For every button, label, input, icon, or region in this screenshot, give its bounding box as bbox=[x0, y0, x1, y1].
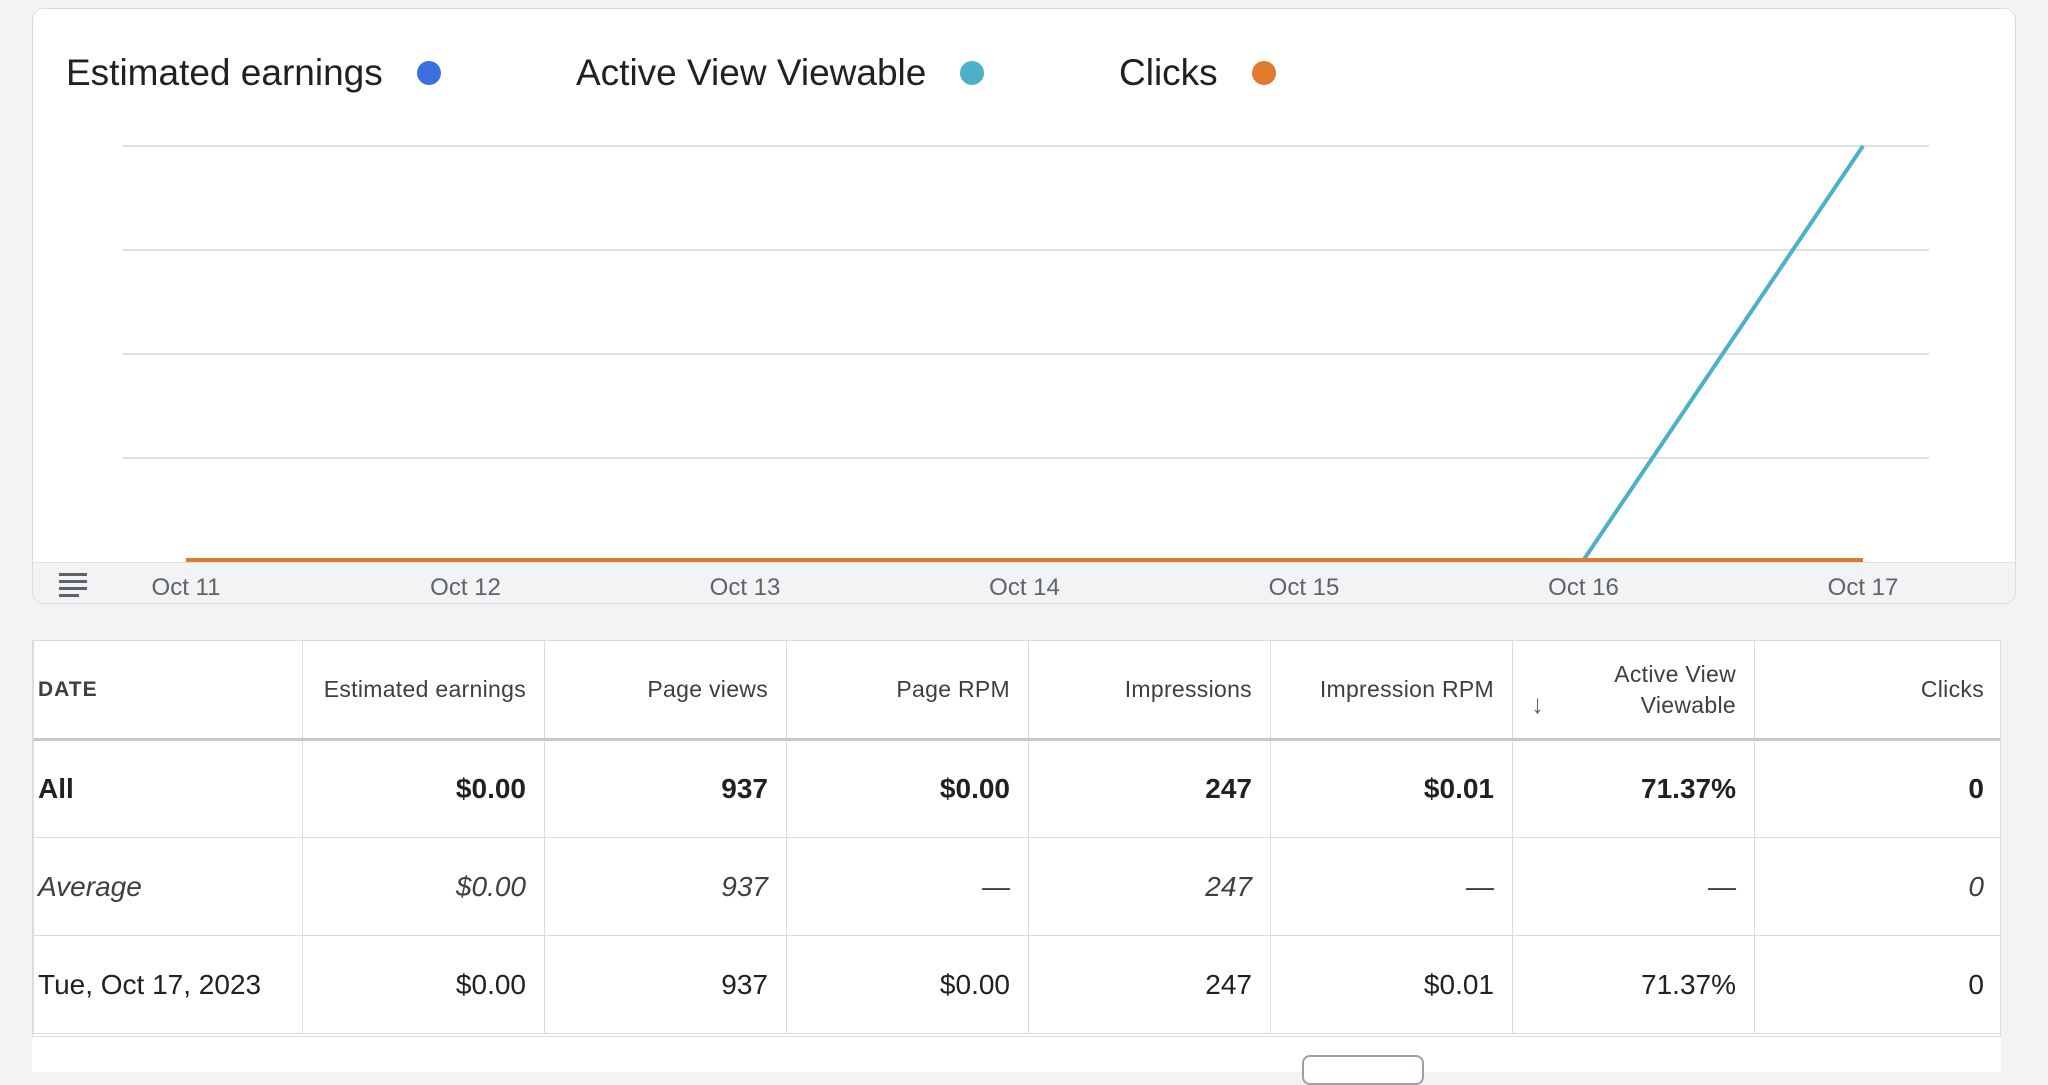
column-header-impression-rpm[interactable]: Impression RPM bbox=[1270, 640, 1513, 741]
column-header-estimated-earnings[interactable]: Estimated earnings bbox=[302, 640, 545, 741]
column-header-label: Clicks bbox=[1920, 676, 1984, 702]
table-row[interactable]: Average $0.00 937—247— —0 bbox=[33, 837, 2000, 936]
table-cell: 247 bbox=[1028, 935, 1271, 1034]
legend-item-active-view-viewable[interactable]: Active View Viewable bbox=[576, 47, 985, 99]
x-tick-label: Oct 14 bbox=[989, 574, 1060, 601]
table-row[interactable]: Tue, Oct 17, 2023 $0.00 937 $0.00 247 $0.01 71… bbox=[33, 935, 2000, 1034]
table-body: All $0.00 937 $0.00 247 $0.01 71.37% 0 Average $0… bbox=[33, 739, 2000, 1034]
pagination-button[interactable] bbox=[1302, 1055, 1424, 1085]
table-cell: 937 bbox=[544, 935, 787, 1034]
column-header-label: Page RPM bbox=[896, 676, 1010, 702]
legend-label: Estimated earnings bbox=[66, 52, 383, 93]
table-row[interactable]: All $0.00 937 $0.00 247 $0.01 71.37% 0 bbox=[33, 739, 2000, 838]
x-tick-label: Oct 12 bbox=[430, 574, 501, 601]
series-line-active-view-viewable bbox=[1581, 144, 1865, 562]
table-header-row: DATE Estimated earnings Page views Page … bbox=[33, 640, 2000, 741]
x-axis-strip bbox=[33, 562, 2015, 603]
table-cell: $0.00 bbox=[786, 739, 1029, 838]
pagination-strip bbox=[32, 1036, 2001, 1072]
row-label-cell: Tue, Oct 17, 2023 bbox=[33, 935, 303, 1034]
table-cell: 0 bbox=[1754, 935, 2000, 1034]
table-cell: $0.00 bbox=[302, 837, 545, 936]
table-cell: $0.00 bbox=[302, 739, 545, 838]
report-table: DATE Estimated earnings Page views Page … bbox=[33, 640, 2000, 1034]
table-cell: — bbox=[1512, 837, 1755, 936]
table-cell: 71.37% bbox=[1512, 739, 1755, 838]
arrow-down-icon[interactable]: ↓ bbox=[1531, 688, 1545, 719]
table-cell: 247 bbox=[1028, 837, 1271, 936]
column-header-clicks[interactable]: Clicks bbox=[1754, 640, 2000, 741]
legend-dot-icon bbox=[960, 61, 985, 85]
column-header-page-views[interactable]: Page views bbox=[544, 640, 787, 741]
table-cell: 0 bbox=[1754, 837, 2000, 936]
x-tick-label: Oct 17 bbox=[1827, 574, 1899, 601]
table-cell: $0.00 bbox=[302, 935, 545, 1034]
column-header-label: Impression RPM bbox=[1319, 676, 1494, 702]
table-cell: — bbox=[1270, 837, 1513, 936]
column-header-label: Page views bbox=[647, 676, 768, 702]
table-cell: 71.37% bbox=[1512, 935, 1755, 1034]
x-tick-label: Oct 11 bbox=[151, 574, 221, 601]
column-header-page-rpm[interactable]: Page RPM bbox=[786, 640, 1029, 741]
column-header-label: Impressions bbox=[1124, 676, 1252, 702]
table-cell: 0 bbox=[1754, 739, 2000, 838]
table-cell: $0.01 bbox=[1270, 739, 1513, 838]
legend-label: Clicks bbox=[1119, 52, 1218, 93]
x-tick-label: Oct 13 bbox=[709, 574, 781, 601]
chart-menu-icon[interactable] bbox=[59, 573, 87, 597]
legend-item-estimated-earnings[interactable]: Estimated earnings bbox=[66, 47, 441, 99]
table-cell: 937 bbox=[544, 739, 787, 838]
performance-chart-card: Estimated earnings Active View Viewable … bbox=[32, 8, 2016, 604]
legend-item-clicks[interactable]: Clicks bbox=[1119, 47, 1276, 99]
table-cell: 247 bbox=[1028, 739, 1271, 838]
report-table-card: DATE Estimated earnings Page views Page … bbox=[32, 640, 2001, 1072]
column-header-label: Estimated earnings bbox=[323, 676, 526, 702]
legend-dot-icon bbox=[1251, 61, 1276, 85]
legend-dot-icon bbox=[416, 61, 441, 85]
row-label-cell: Average bbox=[33, 837, 303, 936]
column-header-impressions[interactable]: Impressions bbox=[1028, 640, 1271, 741]
column-header-date[interactable]: DATE bbox=[33, 640, 303, 741]
table-cell: 937 bbox=[544, 837, 787, 936]
x-tick-label: Oct 15 bbox=[1268, 574, 1340, 601]
table-cell: $0.00 bbox=[786, 935, 1029, 1034]
column-header-active-view-viewable[interactable]: ↓ Active View Viewable bbox=[1512, 640, 1755, 741]
line-chart bbox=[123, 144, 1929, 562]
column-header-label: Active View Viewable bbox=[1614, 660, 1736, 718]
x-tick-label: Oct 16 bbox=[1548, 574, 1619, 601]
table-cell: $0.01 bbox=[1270, 935, 1513, 1034]
legend-label: Active View Viewable bbox=[576, 52, 927, 93]
row-label-cell: All bbox=[33, 739, 303, 838]
table-cell: — bbox=[786, 837, 1029, 936]
